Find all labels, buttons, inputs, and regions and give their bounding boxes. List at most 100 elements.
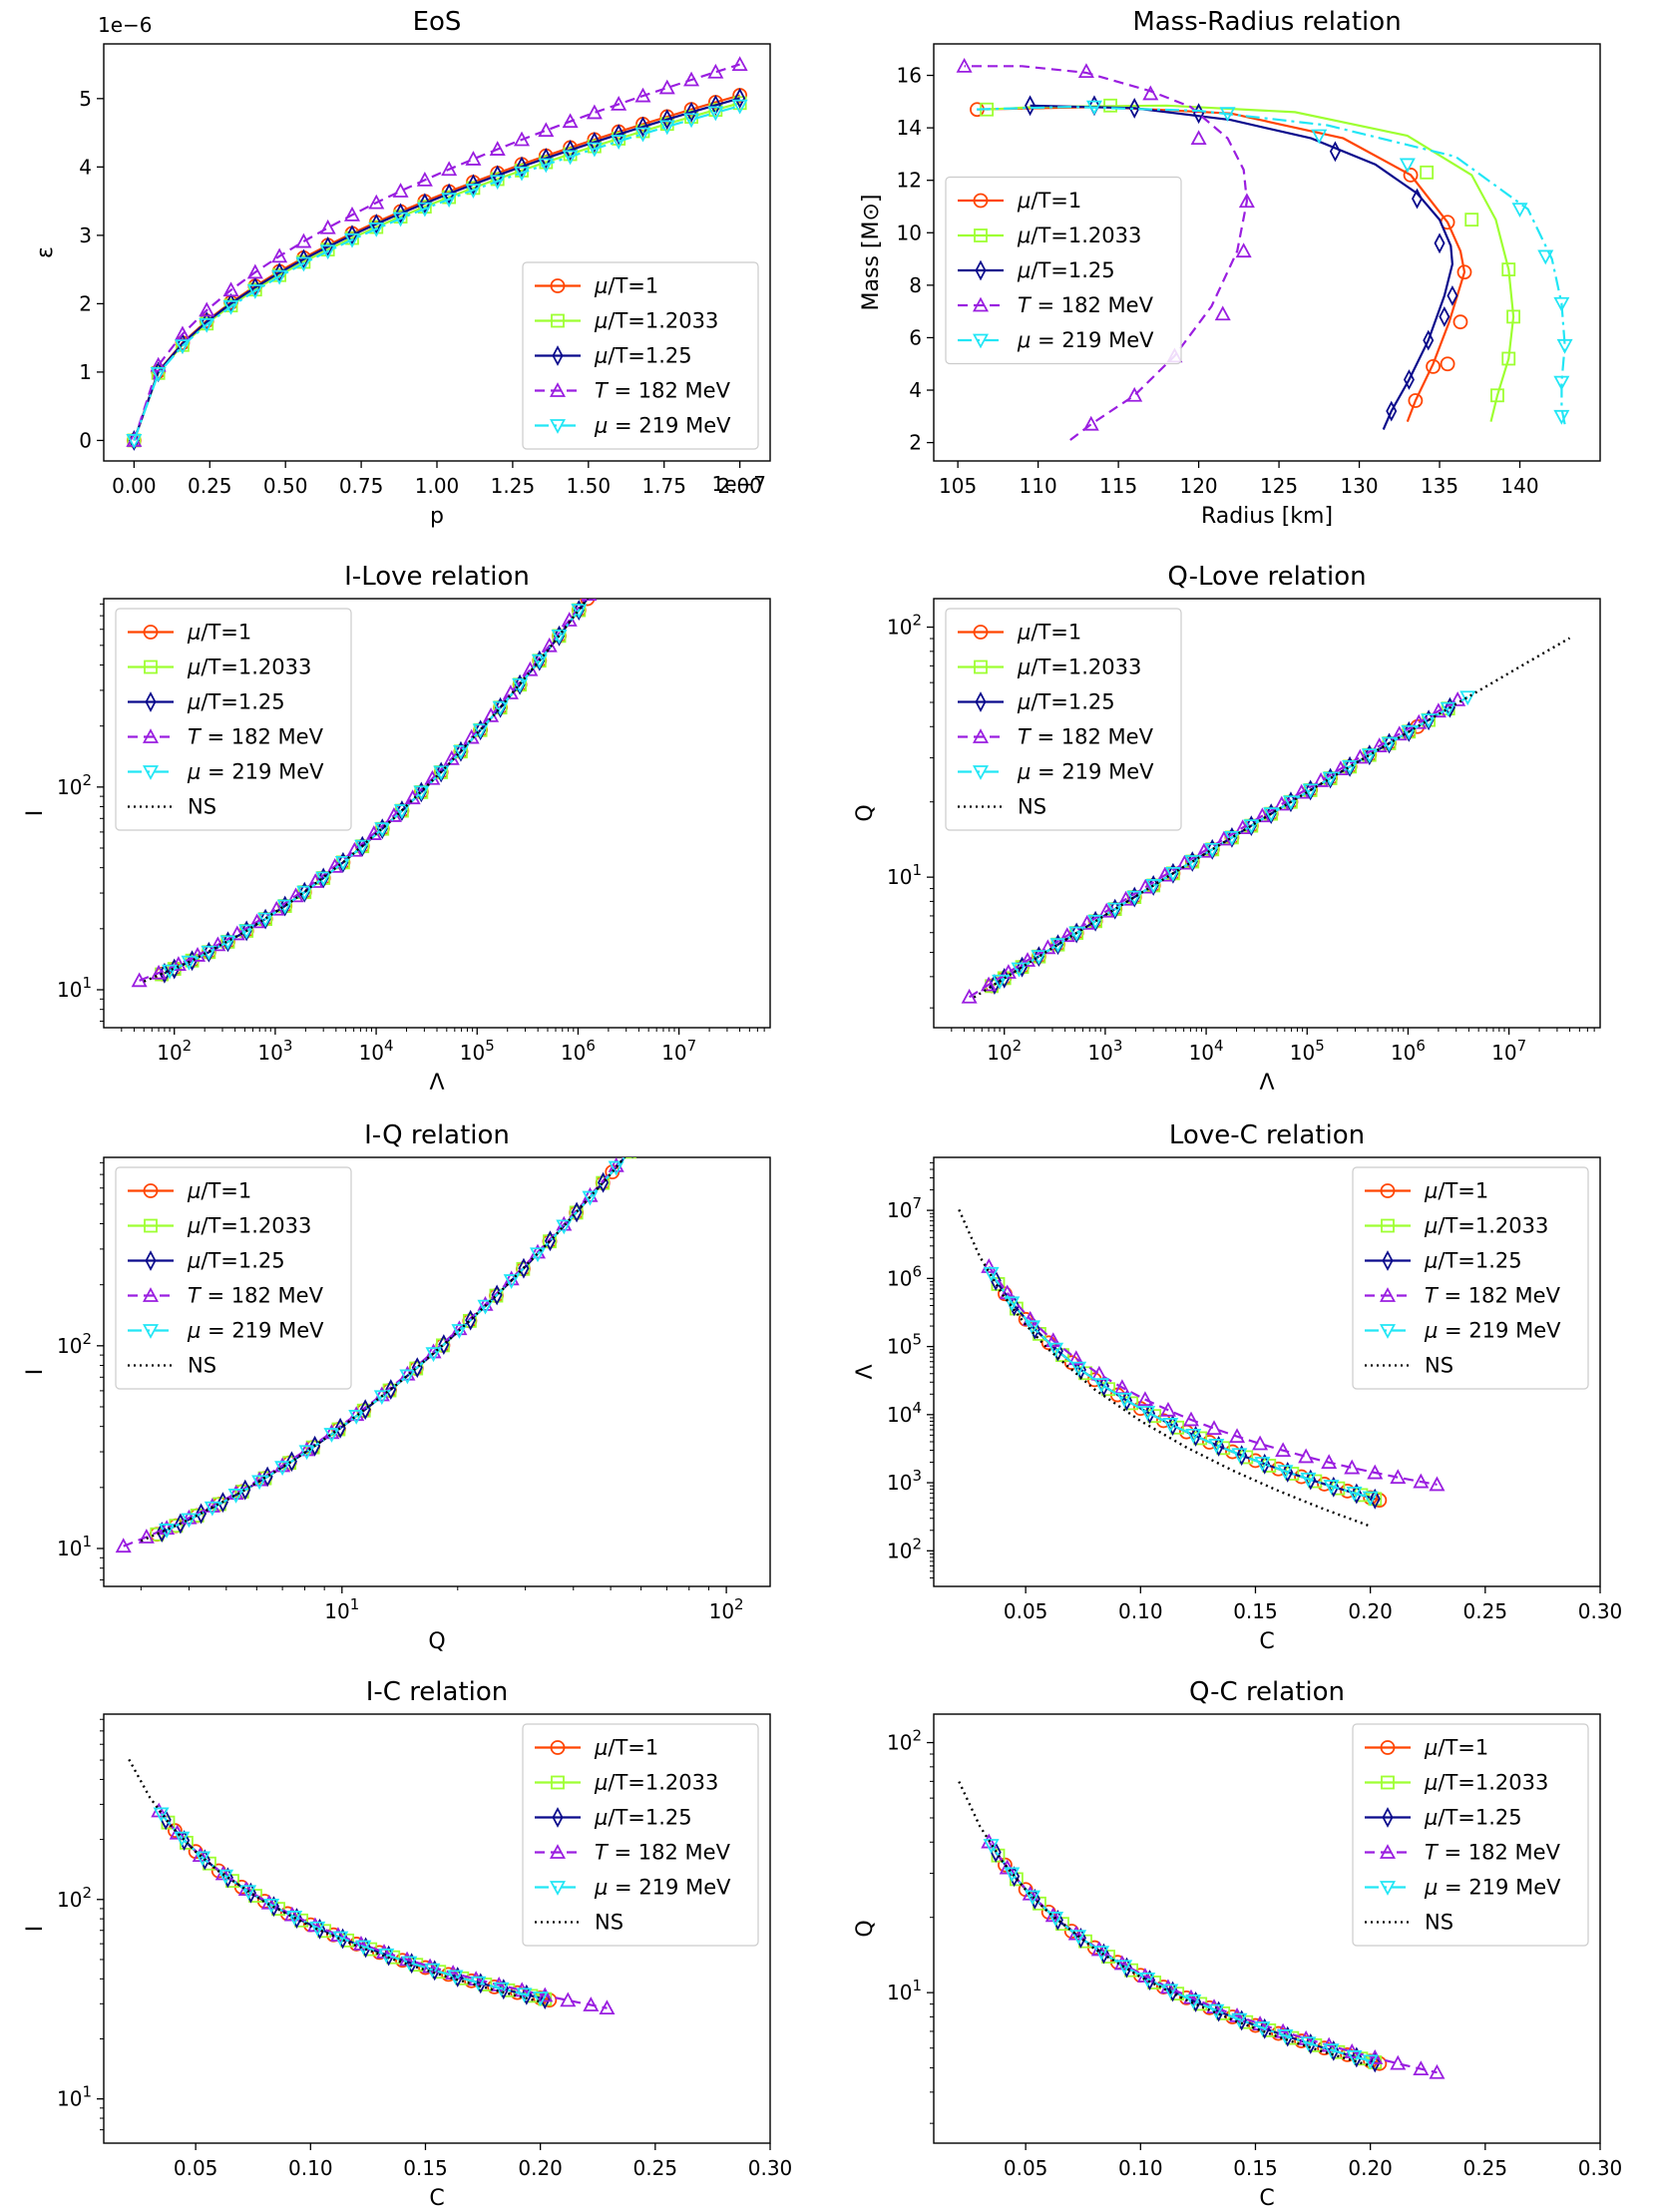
y-tick-label: 102	[887, 612, 922, 640]
data-point-T182	[246, 263, 263, 279]
data-point-mu219	[217, 1869, 234, 1885]
data-point-mu219	[1323, 2043, 1340, 2059]
y-tick-label: 4	[909, 378, 922, 402]
x-tick-label: 140	[1500, 474, 1538, 498]
x-tick-label: 0.15	[1233, 2156, 1278, 2180]
chart-title: I-C relation	[366, 1677, 509, 1707]
data-point-mu219	[1553, 296, 1570, 312]
data-point-mu219	[319, 244, 336, 260]
data-point-mu219	[1311, 129, 1328, 145]
y-tick-label: 8	[909, 273, 922, 297]
legend-label: T = 182 MeV	[1018, 293, 1154, 317]
x-tick-label: 1.00	[415, 474, 460, 498]
data-point-mu125	[613, 124, 624, 146]
legend: μ/T=1 μ/T=1.2033 μ/T=1.25 T = 182 MeV μ = 21…	[522, 1723, 759, 1947]
data-point-mu125	[1403, 369, 1415, 390]
data-point-mu219	[611, 135, 627, 150]
y-tick-label: 105	[887, 1331, 922, 1359]
data-point-mu219	[1004, 1296, 1021, 1312]
data-point-T182	[1413, 1473, 1430, 1489]
data-point-mu219	[1208, 2003, 1225, 2019]
data-point-mu219	[416, 202, 433, 218]
legend-label: μ/T=1	[594, 1736, 658, 1760]
plot-frame	[933, 1156, 1601, 1587]
series-line-T182	[123, 1157, 625, 1548]
chart-title: Love-C relation	[1169, 1120, 1365, 1150]
data-point-mu219	[374, 822, 391, 838]
data-point-T182	[1390, 2054, 1407, 2070]
data-point-mu125	[443, 183, 455, 205]
legend-marker-mu219	[1379, 1881, 1397, 1896]
legend-label: μ/T=1.2033	[187, 1214, 311, 1238]
data-point-T182	[1238, 193, 1255, 209]
data-point-mu12033	[1103, 98, 1117, 113]
data-point-T182	[1082, 415, 1099, 431]
data-point-mu219	[983, 1266, 1000, 1282]
y-tick-label: 101	[887, 1977, 922, 2004]
data-point-T182	[1234, 819, 1251, 835]
legend-marker-mu219	[549, 419, 567, 434]
data-point-mu125	[1097, 1943, 1109, 1965]
plot-frame	[933, 43, 1601, 462]
x-tick-label: 130	[1340, 474, 1378, 498]
data-point-mu219	[1254, 1457, 1271, 1472]
data-point-T182	[150, 356, 167, 372]
data-point-mu12033	[1285, 2030, 1300, 2045]
data-point-mu219	[1362, 2054, 1379, 2070]
data-point-T182	[151, 964, 168, 980]
data-point-mu219	[1277, 1465, 1294, 1481]
legend-marker-mu1	[143, 625, 159, 640]
plot-frame	[933, 1713, 1601, 2144]
plot-area	[961, 637, 1571, 1004]
y-tick-label: 106	[887, 1262, 922, 1290]
data-point-mu219	[1087, 914, 1104, 930]
legend: μ/T=1 μ/T=1.2033 μ/T=1.25 T = 182 MeV μ = 21…	[945, 176, 1182, 365]
legend-marker-T182	[549, 382, 567, 397]
data-point-T182	[1067, 1350, 1084, 1366]
data-point-T182	[981, 976, 998, 992]
data-point-T182	[1190, 130, 1207, 146]
data-point-mu125	[1128, 97, 1140, 119]
series-line-T182	[158, 1810, 608, 2009]
chart-title: Mass-Radius relation	[1132, 7, 1401, 37]
data-point-mu219	[1162, 1418, 1179, 1433]
plot-area	[128, 1758, 616, 2015]
data-point-T182	[1273, 795, 1290, 811]
data-point-mu219	[1223, 830, 1240, 846]
data-point-mu219	[153, 1807, 170, 1823]
data-point-mu125	[516, 156, 528, 178]
legend-marker-mu12033	[144, 660, 158, 674]
data-point-T182	[956, 57, 973, 73]
data-point-mu12033	[1216, 1441, 1231, 1456]
data-point-mu219	[1184, 855, 1201, 870]
legend-box	[1352, 1166, 1589, 1390]
data-point-mu12033	[1506, 309, 1520, 324]
chart-title: EoS	[413, 7, 462, 37]
legend-label: μ = 219 MeV	[1424, 1876, 1561, 1900]
data-point-T182	[1142, 85, 1159, 101]
data-point-mu219	[452, 744, 469, 760]
legend: μ/T=1 μ/T=1.2033 μ/T=1.25 T = 182 MeV μ = 21…	[945, 608, 1182, 831]
data-point-T182	[537, 1987, 554, 2002]
data-point-mu219	[1068, 926, 1085, 942]
legend-marker-mu12033	[551, 313, 565, 328]
legend-label: μ/T=1.2033	[187, 656, 311, 679]
y-tick-label: 16	[897, 64, 922, 88]
data-point-mu125	[1423, 329, 1435, 351]
x-tick-label: 106	[1391, 1037, 1426, 1065]
legend-marker-T182	[142, 1287, 160, 1302]
x-tick-label: 125	[1260, 474, 1298, 498]
data-point-mu125	[1386, 400, 1398, 422]
data-point-T182	[287, 887, 304, 903]
legend-marker-mu1	[1380, 1183, 1396, 1198]
data-point-mu219	[503, 1274, 520, 1289]
data-point-mu219	[1126, 890, 1143, 906]
plot-frame	[103, 1156, 771, 1587]
data-point-T182	[1117, 890, 1134, 906]
x-tick-label: 0.05	[1004, 1599, 1048, 1623]
legend-label: μ = 219 MeV	[594, 1876, 731, 1900]
series-line-T182	[133, 63, 740, 441]
legend-label: NS	[1018, 795, 1046, 819]
plot-area	[126, 56, 748, 451]
data-point-T182	[1058, 927, 1075, 943]
